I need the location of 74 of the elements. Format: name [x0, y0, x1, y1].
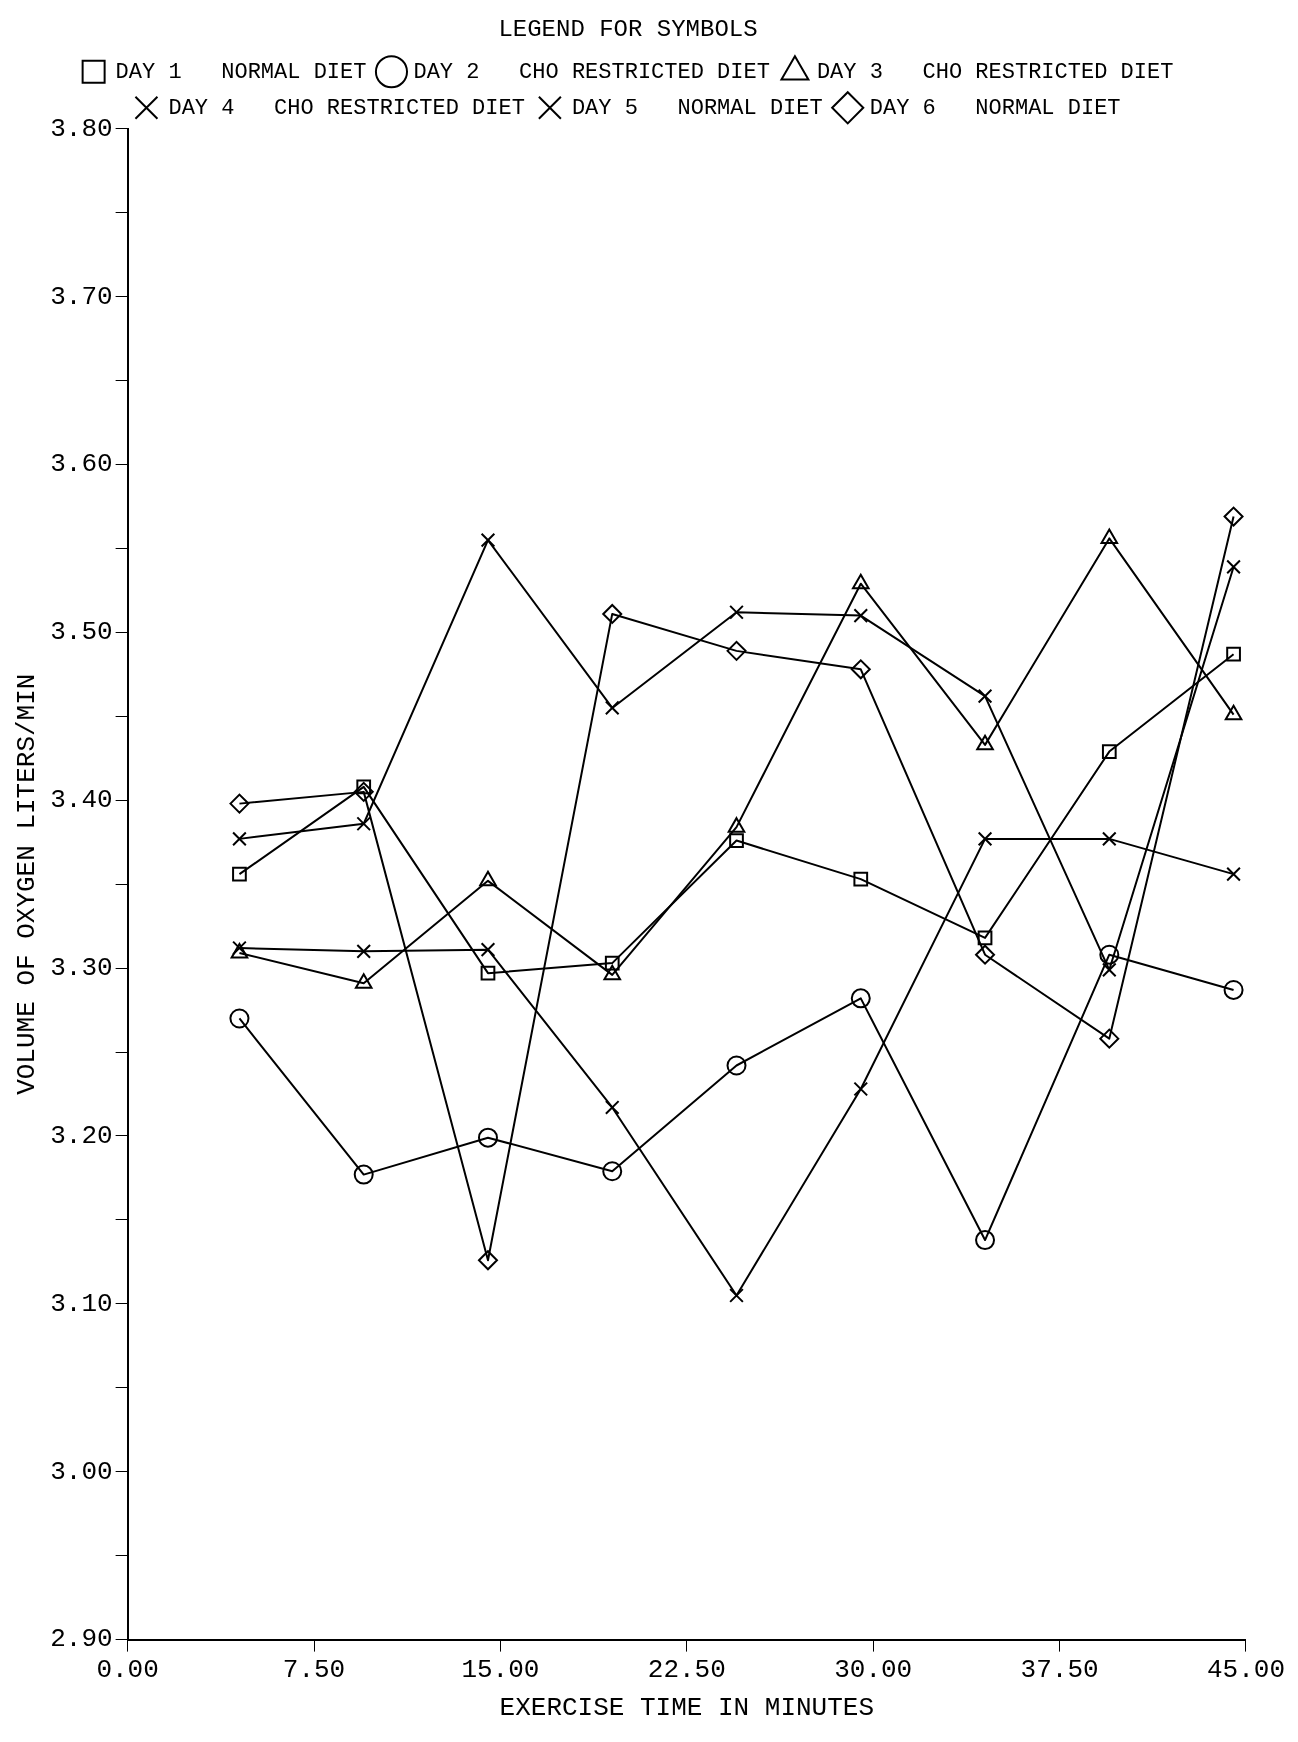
point	[477, 1250, 498, 1271]
y-tick-label: 3.40	[50, 785, 113, 816]
y-tick-label: 3.10	[50, 1288, 113, 1319]
point	[1224, 704, 1243, 721]
point	[729, 833, 744, 848]
x-tick-label: 30.00	[834, 1655, 913, 1686]
point	[977, 831, 993, 847]
point	[1100, 528, 1119, 544]
point	[975, 944, 996, 965]
y-tick-label: 3.00	[50, 1456, 113, 1487]
point	[1226, 646, 1241, 662]
point	[1099, 1028, 1120, 1049]
point	[975, 1230, 996, 1251]
point	[1226, 866, 1241, 882]
y-axis-title: VOLUME OF OXYGEN LITERS/MIN	[12, 673, 43, 1095]
legend-title: LEGEND FOR SYMBOLS	[498, 16, 758, 44]
point	[604, 1100, 620, 1115]
y-tick-label: 3.50	[50, 617, 113, 648]
point	[1101, 744, 1117, 759]
point	[602, 603, 623, 624]
point	[853, 871, 869, 887]
point	[853, 608, 869, 623]
point	[232, 831, 247, 847]
point	[604, 700, 620, 716]
point	[480, 532, 496, 548]
point	[1101, 962, 1117, 978]
legend-label: DAY 2 CHO RESTRICTED DIET	[413, 59, 770, 85]
point	[1226, 559, 1241, 575]
y-tick-label: 3.60	[50, 449, 113, 480]
point	[977, 930, 993, 946]
point	[1101, 831, 1117, 847]
point	[726, 640, 747, 661]
point	[477, 1127, 498, 1148]
point	[976, 734, 994, 751]
point	[1223, 506, 1244, 527]
point	[853, 1081, 869, 1097]
point	[353, 781, 374, 802]
point	[729, 604, 744, 620]
legend-label: DAY 6 NORMAL DIET	[869, 95, 1121, 121]
point	[1099, 944, 1120, 965]
y-tick-label: 3.80	[50, 113, 113, 144]
x-tick-label: 45.00	[1206, 1655, 1285, 1686]
point	[353, 1164, 374, 1185]
point	[729, 1288, 744, 1303]
point	[480, 965, 496, 981]
point	[726, 1055, 747, 1076]
point	[1223, 979, 1244, 1000]
point	[356, 816, 372, 832]
legend-label: DAY 1 NORMAL DIET	[115, 59, 367, 85]
x-tick-label: 0.00	[96, 1655, 159, 1686]
x-tick-label: 7.50	[282, 1655, 346, 1686]
x-tick-label: 37.50	[1020, 1655, 1099, 1686]
point	[851, 573, 870, 590]
point	[229, 1008, 250, 1029]
y-tick-label: 3.30	[50, 953, 113, 984]
x-tick-label: 15.00	[461, 1655, 540, 1686]
point	[977, 688, 993, 704]
point	[356, 943, 372, 959]
legend-label: DAY 5 NORMAL DIET	[571, 95, 823, 121]
y-tick-label: 2.90	[50, 1624, 113, 1655]
x-axis-title: EXERCISE TIME IN MINUTES	[499, 1693, 875, 1724]
point	[604, 955, 620, 971]
y-tick-label: 3.70	[50, 281, 113, 312]
point	[850, 988, 871, 1009]
point	[229, 793, 250, 814]
x-tick-label: 22.50	[647, 1655, 726, 1686]
point	[232, 866, 247, 882]
legend-label: DAY 3 CHO RESTRICTED DIET	[816, 59, 1174, 85]
y-tick-label: 3.20	[50, 1120, 113, 1151]
legend-label: DAY 4 CHO RESTRICTED DIET	[168, 95, 525, 121]
point	[727, 817, 746, 833]
point	[480, 942, 496, 958]
point	[850, 659, 871, 680]
point	[602, 1161, 623, 1182]
